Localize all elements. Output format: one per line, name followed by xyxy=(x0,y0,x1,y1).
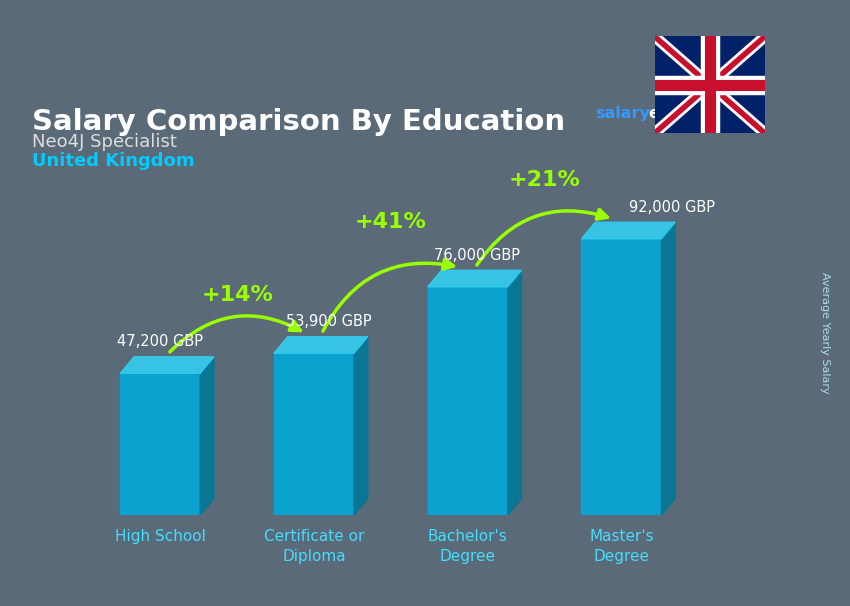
Text: Bachelor's
Degree: Bachelor's Degree xyxy=(428,529,507,564)
Text: Salary Comparison By Education: Salary Comparison By Education xyxy=(32,107,565,136)
Text: explorer.com: explorer.com xyxy=(649,106,765,121)
Text: +14%: +14% xyxy=(201,285,273,305)
Polygon shape xyxy=(120,373,201,515)
Text: +41%: +41% xyxy=(355,212,427,232)
Polygon shape xyxy=(428,287,507,515)
Text: +21%: +21% xyxy=(508,170,581,190)
Polygon shape xyxy=(581,222,675,239)
Text: Average Yearly Salary: Average Yearly Salary xyxy=(820,273,830,394)
Text: Master's
Degree: Master's Degree xyxy=(589,529,654,564)
Polygon shape xyxy=(201,357,214,515)
Polygon shape xyxy=(274,353,354,515)
Text: salary: salary xyxy=(595,106,650,121)
Polygon shape xyxy=(274,337,368,353)
Text: Neo4J Specialist: Neo4J Specialist xyxy=(32,133,177,152)
Polygon shape xyxy=(354,337,368,515)
Polygon shape xyxy=(428,270,522,287)
Text: High School: High School xyxy=(115,529,206,544)
Polygon shape xyxy=(120,357,214,373)
Polygon shape xyxy=(661,222,675,515)
Text: 47,200 GBP: 47,200 GBP xyxy=(117,335,203,349)
Polygon shape xyxy=(507,270,522,515)
Text: Certificate or
Diploma: Certificate or Diploma xyxy=(264,529,364,564)
Text: 92,000 GBP: 92,000 GBP xyxy=(629,200,715,215)
Text: United Kingdom: United Kingdom xyxy=(32,152,195,170)
Text: 53,900 GBP: 53,900 GBP xyxy=(286,314,372,329)
Text: 76,000 GBP: 76,000 GBP xyxy=(434,248,520,263)
Polygon shape xyxy=(581,239,661,515)
